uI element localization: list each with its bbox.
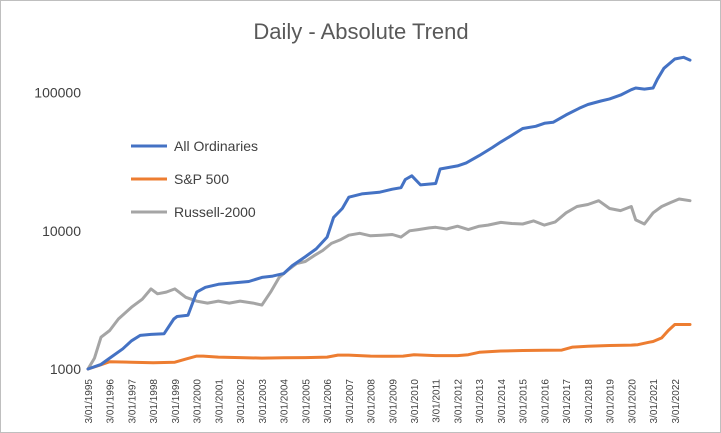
x-tick-label: 3/01/1996: [106, 379, 117, 424]
x-tick-label: 3/01/2002: [236, 379, 247, 424]
legend: All Ordinaries S&P 500 Russell-2000: [131, 138, 258, 220]
x-axis-ticks: 3/01/1995 3/01/1996 3/01/1997 3/01/1998 3/01…: [84, 379, 682, 424]
x-tick-label: 3/01/1997: [127, 379, 138, 424]
legend-label: S&P 500: [174, 171, 229, 187]
x-tick-label: 3/01/2012: [453, 379, 464, 424]
series-line-russell-2000: [86, 197, 692, 371]
x-tick-label: 3/01/2007: [345, 379, 356, 424]
x-tick-label: 3/01/2014: [497, 379, 508, 424]
x-tick-label: 3/01/2022: [671, 379, 682, 424]
x-tick-label: 3/01/2006: [323, 379, 334, 424]
x-tick-label: 3/01/2020: [627, 379, 638, 424]
x-tick-label: 3/01/2004: [280, 379, 291, 424]
x-tick-label: 3/01/2021: [649, 379, 660, 424]
x-tick-label: 3/01/1999: [171, 379, 182, 424]
x-tick-label: 3/01/1995: [84, 379, 95, 424]
x-tick-label: 3/01/2010: [410, 379, 421, 424]
x-tick-label: 3/01/1998: [149, 379, 160, 424]
legend-label: All Ordinaries: [174, 138, 258, 154]
y-tick-label: 1000: [50, 361, 81, 377]
x-tick-label: 3/01/2015: [519, 379, 530, 424]
x-tick-label: 3/01/2000: [193, 379, 204, 424]
y-axis-ticks: 1000 10000 100000: [34, 85, 81, 377]
legend-label: Russell-2000: [174, 204, 256, 220]
y-tick-label: 100000: [34, 85, 81, 101]
x-tick-label: 3/01/2005: [301, 379, 312, 424]
x-tick-label: 3/01/2011: [432, 379, 443, 423]
x-tick-label: 3/01/2003: [258, 379, 269, 424]
x-tick-label: 3/01/2016: [540, 379, 551, 424]
x-tick-label: 3/01/2001: [214, 379, 225, 424]
x-tick-label: 3/01/2018: [584, 379, 595, 424]
y-tick-label: 10000: [42, 223, 81, 239]
x-tick-label: 3/01/2013: [475, 379, 486, 424]
chart-title: Daily - Absolute Trend: [253, 19, 468, 44]
series-line-s-p-500: [86, 323, 692, 371]
x-tick-label: 3/01/2017: [562, 379, 573, 424]
series-lines: [86, 55, 692, 371]
x-tick-label: 3/01/2009: [388, 379, 399, 424]
series-line-all-ordinaries: [86, 55, 692, 371]
x-tick-label: 3/01/2019: [606, 379, 617, 424]
x-tick-label: 3/01/2008: [367, 379, 378, 424]
